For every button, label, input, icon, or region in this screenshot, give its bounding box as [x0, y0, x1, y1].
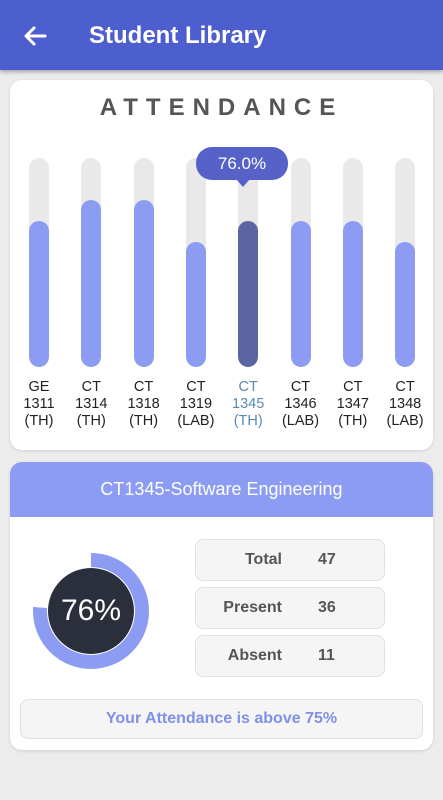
bar-track[interactable] [290, 158, 311, 367]
attendance-donut [33, 553, 149, 669]
bar-label-line: CT [133, 379, 154, 395]
bar-label-line: 1318 [127, 396, 160, 412]
bar-track[interactable] [185, 158, 206, 367]
bar-label: CT 1347 (TH) [323, 379, 383, 430]
present-label: Present [223, 599, 282, 616]
back-button[interactable] [20, 21, 50, 51]
bar-label: CT 1348 (LAB) [375, 379, 435, 430]
bar-label-line: 1347 [336, 396, 369, 412]
tooltip-tail [236, 179, 250, 187]
bar-track[interactable] [29, 158, 49, 367]
bar-track[interactable] [238, 158, 259, 367]
bar-fill [238, 220, 259, 367]
bar-label-line: CT [186, 379, 206, 395]
bar-label-line: (LAB) [386, 413, 424, 429]
total-stat: Total 47 [195, 539, 385, 581]
total-value: 47 [318, 551, 336, 568]
bar-label-line: (TH) [24, 413, 54, 429]
app-title: Student Library [89, 22, 267, 49]
bar-label-line: (LAB) [177, 413, 215, 429]
bar-fill [29, 220, 49, 367]
total-label: Total [244, 551, 282, 568]
bar-fill [185, 241, 206, 367]
bar-track[interactable] [81, 158, 102, 367]
donut-center [48, 568, 134, 654]
bar-label-line: CT [81, 379, 101, 395]
bar-label-line: 1345 [232, 396, 265, 412]
bar-label-line: CT [238, 379, 258, 395]
bar-label-line: (TH) [338, 413, 368, 429]
bar-label-line: 1319 [179, 396, 213, 412]
bar-label-line: CT [343, 379, 363, 395]
bar-label-line: (TH) [76, 413, 106, 429]
bar-label-line: 1348 [388, 396, 422, 412]
bar-label: CT 1346 (LAB) [271, 379, 331, 430]
present-value: 36 [318, 599, 336, 616]
bar-label-line: GE [28, 379, 50, 395]
bar-fill [395, 241, 416, 367]
bar-label-line: (TH) [129, 413, 159, 429]
attendance-title: ATTENDANCE [99, 94, 344, 121]
bar-track[interactable] [342, 158, 363, 367]
bar-label-line: (LAB) [281, 413, 320, 429]
bar-label-line: (TH) [233, 413, 263, 429]
bar-label-line: 1311 [23, 396, 55, 412]
bar-track[interactable] [133, 158, 154, 367]
bar-label: GE 1311 (TH) [9, 379, 69, 430]
bar-label: CT 1318 (TH) [114, 379, 174, 430]
present-stat: Present 36 [195, 587, 385, 629]
bar-track[interactable] [395, 158, 416, 367]
attendance-tooltip: 76.0% [196, 147, 288, 180]
bar-label: CT 1314 (TH) [61, 379, 121, 430]
absent-value: 11 [318, 647, 335, 664]
bar-label: CT 1319 (LAB) [166, 379, 226, 430]
absent-stat: Absent 11 [195, 635, 385, 677]
bar-label-line: CT [290, 379, 311, 395]
arrow-left-icon [24, 26, 47, 46]
bar-label-line: 1314 [75, 396, 108, 412]
attendance-percent: 76% [60, 594, 122, 627]
bar-fill [342, 220, 363, 367]
app-bar: Student Library [0, 0, 443, 70]
attendance-card: ATTENDANCE GE 1311 (TH) CT 1314 (TH) CT 1318 (TH… [10, 80, 433, 450]
bar-label-line: CT [395, 379, 415, 395]
course-title: CT1345-Software Engineering [10, 462, 433, 517]
bar-fill [133, 199, 154, 367]
absent-label: Absent [227, 647, 282, 664]
bar-fill [81, 199, 102, 367]
bar-fill [290, 220, 311, 367]
bar-label: CT 1345 (TH) [218, 379, 278, 430]
attendance-status-message: Your Attendance is above 75% [20, 699, 423, 739]
course-detail-card: CT1345-Software Engineering 76% Total 47… [10, 462, 433, 750]
bar-label-line: 1346 [284, 396, 317, 412]
donut-ring [33, 553, 149, 669]
